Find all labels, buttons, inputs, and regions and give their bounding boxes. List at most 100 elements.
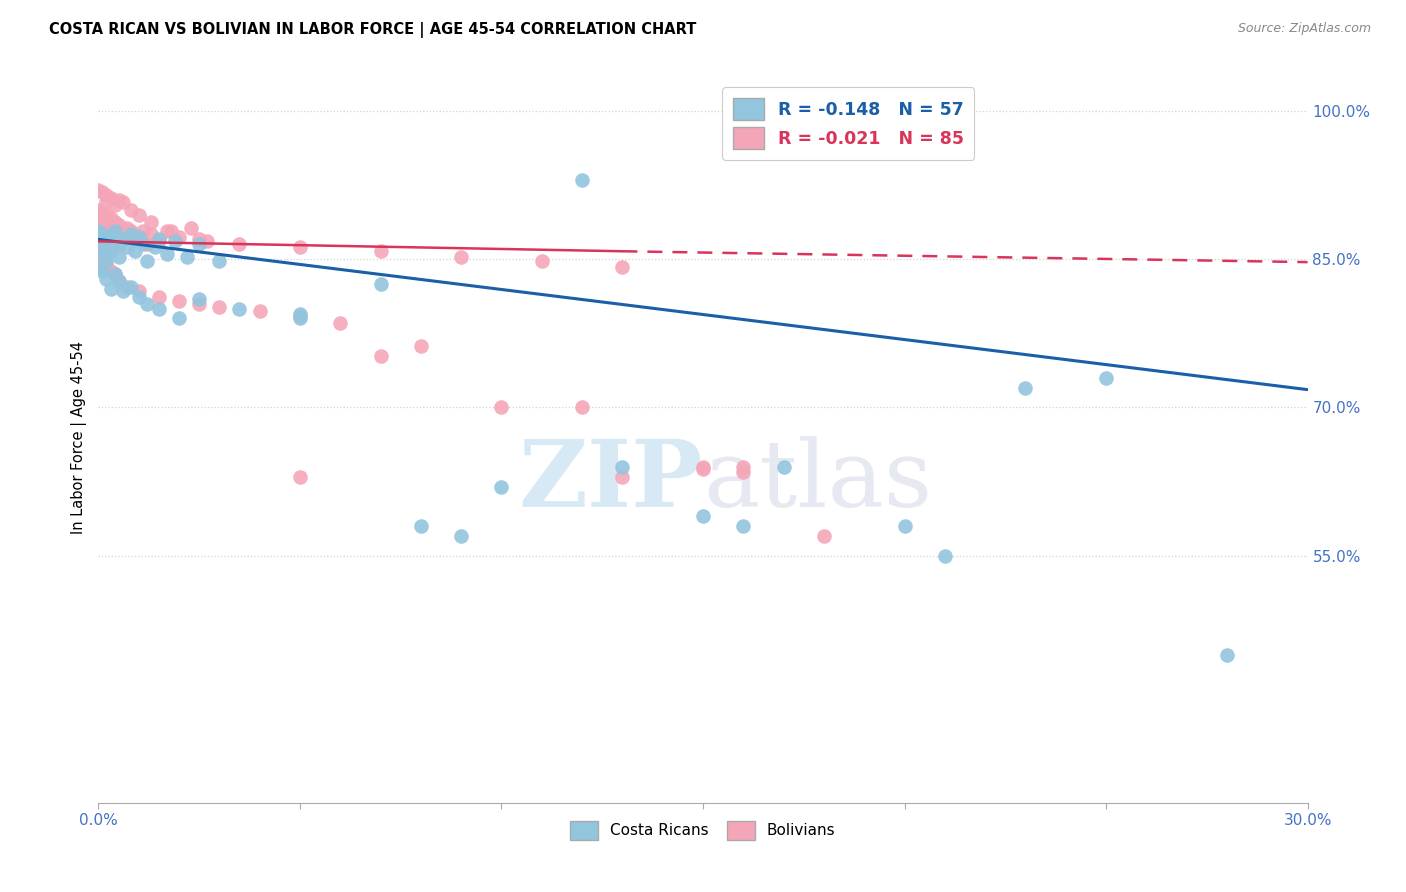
Point	[491, 479, 513, 493]
Point	[111, 284, 134, 298]
Point	[1216, 648, 1239, 662]
Point	[135, 254, 157, 268]
Point	[100, 211, 122, 225]
Point	[612, 260, 634, 274]
Point	[103, 214, 125, 228]
Point	[100, 240, 122, 254]
Point	[288, 310, 311, 324]
Point	[96, 208, 118, 222]
Point	[91, 260, 114, 274]
Point	[107, 274, 129, 288]
Point	[91, 204, 114, 219]
Point	[96, 194, 118, 209]
Point	[87, 240, 110, 254]
Point	[893, 519, 915, 533]
Point	[96, 257, 118, 271]
Point	[491, 401, 513, 415]
Point	[135, 237, 157, 252]
Point	[107, 218, 129, 232]
Point	[120, 280, 142, 294]
Point	[188, 292, 211, 306]
Point	[111, 232, 134, 246]
Point	[91, 235, 114, 249]
Point	[288, 306, 311, 320]
Point	[87, 202, 110, 217]
Point	[692, 509, 714, 524]
Point	[143, 240, 166, 254]
Point	[87, 225, 110, 239]
Point	[115, 280, 138, 294]
Point	[96, 242, 118, 256]
Point	[208, 254, 231, 268]
Point	[813, 529, 835, 543]
Point	[96, 188, 118, 202]
Point	[228, 301, 250, 316]
Point	[733, 519, 755, 533]
Point	[128, 290, 150, 304]
Point	[148, 235, 170, 249]
Point	[96, 237, 118, 252]
Point	[176, 250, 198, 264]
Point	[139, 227, 162, 242]
Point	[772, 459, 794, 474]
Point	[249, 303, 271, 318]
Point	[107, 237, 129, 252]
Point	[100, 191, 122, 205]
Point	[120, 202, 142, 217]
Legend: Costa Ricans, Bolivians: Costa Ricans, Bolivians	[564, 814, 842, 847]
Point	[87, 262, 110, 277]
Point	[107, 227, 129, 242]
Point	[124, 227, 146, 242]
Point	[188, 237, 211, 252]
Point	[409, 339, 432, 353]
Point	[100, 230, 122, 244]
Point	[370, 277, 392, 291]
Point	[107, 250, 129, 264]
Point	[288, 240, 311, 254]
Point	[87, 208, 110, 222]
Point	[100, 244, 122, 259]
Point	[107, 237, 129, 252]
Point	[128, 230, 150, 244]
Point	[91, 247, 114, 261]
Point	[135, 296, 157, 310]
Point	[96, 247, 118, 261]
Point	[96, 232, 118, 246]
Point	[156, 225, 179, 239]
Point	[167, 293, 190, 308]
Point	[530, 254, 553, 268]
Point	[148, 301, 170, 316]
Point	[167, 311, 190, 326]
Point	[120, 227, 142, 242]
Point	[156, 247, 179, 261]
Point	[1014, 381, 1036, 395]
Point	[111, 222, 134, 236]
Point	[91, 214, 114, 228]
Point	[87, 232, 110, 246]
Point	[329, 317, 352, 331]
Point	[228, 237, 250, 252]
Point	[180, 220, 202, 235]
Point	[91, 225, 114, 239]
Point	[571, 401, 593, 415]
Point	[111, 194, 134, 209]
Point	[100, 230, 122, 244]
Point	[91, 185, 114, 199]
Point	[288, 311, 311, 326]
Point	[91, 227, 114, 242]
Point	[103, 198, 125, 212]
Point	[115, 230, 138, 244]
Text: COSTA RICAN VS BOLIVIAN IN LABOR FORCE | AGE 45-54 CORRELATION CHART: COSTA RICAN VS BOLIVIAN IN LABOR FORCE |…	[49, 22, 696, 38]
Point	[111, 232, 134, 246]
Point	[128, 208, 150, 222]
Point	[160, 225, 183, 239]
Point	[87, 183, 110, 197]
Point	[100, 264, 122, 278]
Point	[91, 264, 114, 278]
Point	[167, 230, 190, 244]
Point	[571, 173, 593, 187]
Point	[100, 282, 122, 296]
Point	[132, 237, 155, 252]
Point	[163, 235, 186, 249]
Point	[692, 461, 714, 475]
